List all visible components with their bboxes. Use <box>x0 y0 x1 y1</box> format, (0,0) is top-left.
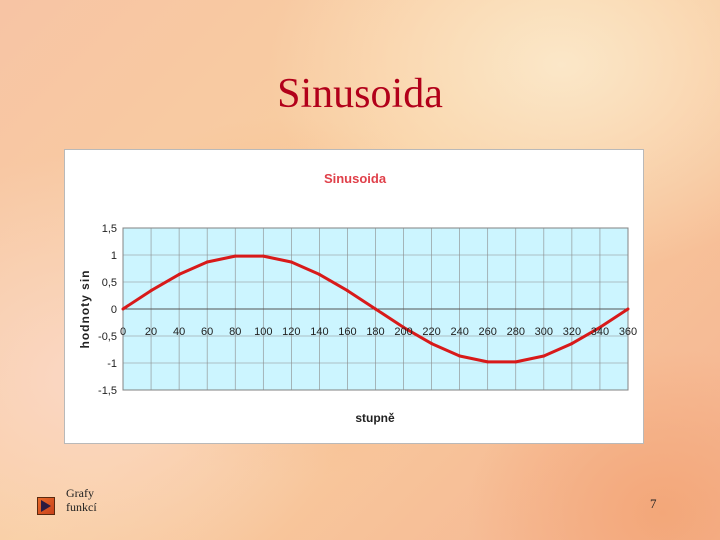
x-tick-label: 360 <box>619 326 637 338</box>
nav-next-button[interactable] <box>37 497 55 515</box>
footer-line-1: Grafy <box>66 486 94 500</box>
x-tick-label: 80 <box>229 326 241 338</box>
chart-title: Sinusoida <box>324 171 387 186</box>
x-tick-label: 100 <box>254 326 272 338</box>
x-tick-label: 160 <box>338 326 356 338</box>
data-point <box>121 307 125 311</box>
data-point <box>570 342 574 346</box>
y-tick-label: 1 <box>111 250 117 262</box>
data-point <box>317 272 321 276</box>
data-point <box>149 289 153 293</box>
x-tick-label: 200 <box>394 326 412 338</box>
x-tick-label: 340 <box>591 326 609 338</box>
data-point <box>261 254 265 258</box>
data-point <box>626 307 630 311</box>
slide-number: 7 <box>650 496 657 511</box>
x-tick-label: 300 <box>535 326 553 338</box>
slide-title: Sinusoida <box>277 71 443 117</box>
data-point <box>345 289 349 293</box>
sine-chart: Sinusoida hodnoty sin stupně 1,510,50-0,… <box>78 171 637 425</box>
x-tick-label: 40 <box>173 326 185 338</box>
data-point <box>486 360 490 364</box>
x-tick-label: 140 <box>310 326 328 338</box>
x-tick-label: 180 <box>366 326 384 338</box>
data-point <box>374 307 377 311</box>
y-tick-label: 1,5 <box>102 223 117 235</box>
chart-container: Sinusoida hodnoty sin stupně 1,5 1 0,5 0 -0,… <box>64 149 644 444</box>
x-tick-label: 220 <box>422 326 440 338</box>
x-tick-label: 320 <box>563 326 581 338</box>
data-point <box>205 260 209 264</box>
y-tick-label: -1,5 <box>98 385 117 397</box>
data-point <box>289 260 293 264</box>
data-point <box>233 254 237 258</box>
x-axis-label: stupně <box>355 411 395 425</box>
data-point <box>598 325 602 329</box>
x-tick-label: 20 <box>145 326 157 338</box>
x-tick-label: 60 <box>201 326 213 338</box>
data-point <box>430 342 434 346</box>
x-tick-label: 0 <box>120 326 126 338</box>
footer-label: Grafy funkcí <box>66 486 97 514</box>
x-tick-label: 260 <box>479 326 497 338</box>
y-tick-label: -1 <box>107 358 117 370</box>
data-point <box>514 360 518 364</box>
footer-line-2: funkcí <box>66 500 97 514</box>
y-tick-label: -0,5 <box>98 331 117 343</box>
x-tick-label: 240 <box>450 326 468 338</box>
x-tick-label: 120 <box>282 326 300 338</box>
data-point <box>542 354 546 358</box>
y-tick-label: 0 <box>111 304 117 316</box>
y-axis-label: hodnoty sin <box>78 270 92 349</box>
data-point <box>458 354 462 358</box>
data-point <box>177 272 181 276</box>
data-point <box>402 325 406 329</box>
y-tick-label: 0,5 <box>102 277 117 289</box>
x-tick-label: 280 <box>507 326 525 338</box>
